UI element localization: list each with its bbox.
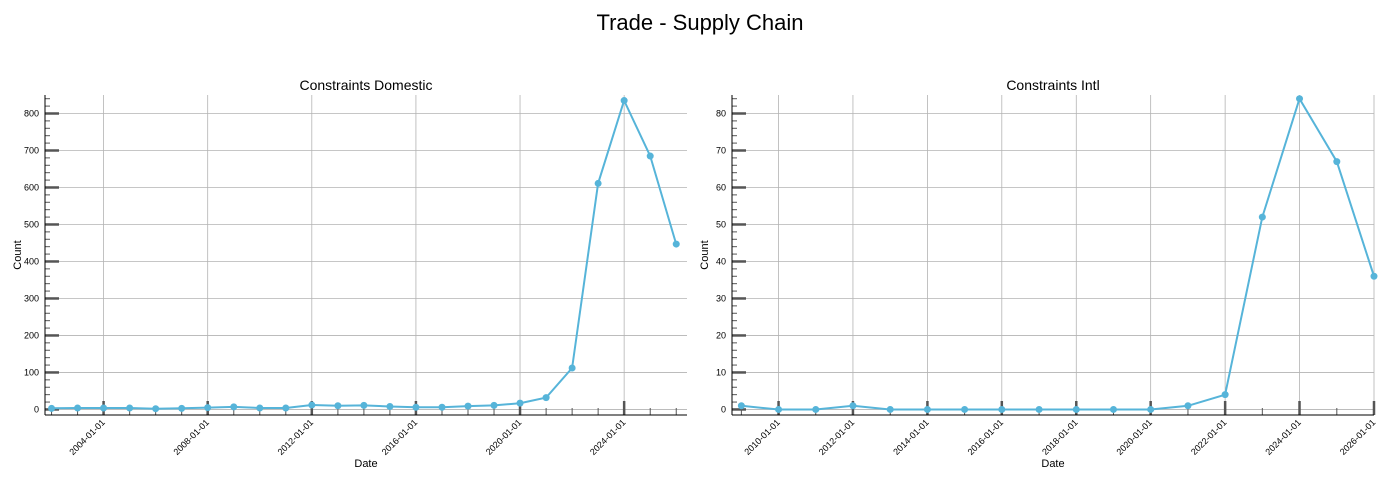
data-point — [74, 404, 82, 412]
x-tick-label: 2020-01-01 — [1114, 417, 1154, 457]
data-point — [464, 402, 472, 410]
data-point — [386, 402, 394, 410]
y-tick-label: 300 — [24, 293, 39, 303]
data-point — [923, 405, 931, 413]
data-point — [1184, 402, 1192, 410]
x-tick-label: 2024-01-01 — [1263, 417, 1303, 457]
y-tick-label: 600 — [24, 182, 39, 192]
data-point — [100, 404, 108, 412]
x-tick-label: 2008-01-01 — [171, 417, 211, 457]
data-point — [256, 404, 264, 412]
x-tick-label: 2026-01-01 — [1338, 417, 1378, 457]
data-point — [412, 403, 420, 411]
x-axis-label: Date — [1041, 458, 1064, 470]
y-tick-label: 10 — [716, 367, 726, 377]
y-axis-label: Count — [12, 240, 24, 269]
x-tick-label: 2012-01-01 — [276, 417, 316, 457]
chart-panel-constraints-intl: 0 10 20 30 40 50 60 70 80 2010-01-01 2012-01-01 201… — [699, 77, 1378, 470]
x-tick-label: 2022-01-01 — [1189, 417, 1229, 457]
data-point — [48, 404, 56, 412]
data-point — [737, 402, 745, 410]
data-point — [1370, 272, 1378, 280]
data-point — [1333, 158, 1341, 166]
data-point — [438, 403, 446, 411]
data-point — [1147, 405, 1155, 413]
y-tick-label: 800 — [24, 108, 39, 118]
data-point — [516, 399, 524, 407]
data-point — [204, 404, 212, 412]
y-tick-label: 500 — [24, 219, 39, 229]
y-tick-label: 70 — [716, 145, 726, 155]
data-point — [620, 97, 628, 105]
data-point — [594, 179, 602, 187]
data-point — [672, 240, 680, 248]
y-axis-label: Count — [699, 240, 711, 269]
y-tick-label: 60 — [716, 182, 726, 192]
data-point — [886, 405, 894, 413]
data-point — [568, 364, 576, 372]
chart-panel-constraints-domestic: 0 100 200 300 400 500 600 700 800 2004-01-01 2008-… — [12, 77, 687, 470]
data-point — [849, 402, 857, 410]
panel-title: Constraints Domestic — [299, 77, 432, 93]
data-point — [1035, 405, 1043, 413]
y-tick-label: 20 — [716, 330, 726, 340]
data-point — [542, 394, 550, 402]
data-point — [998, 405, 1006, 413]
x-tick-label: 2012-01-01 — [817, 417, 857, 457]
panel-title: Constraints Intl — [1006, 77, 1099, 93]
x-tick-label: 2024-01-01 — [588, 417, 628, 457]
y-tick-label: 200 — [24, 330, 39, 340]
data-point — [1072, 405, 1080, 413]
data-point — [812, 405, 820, 413]
data-point — [1258, 213, 1266, 221]
y-tick-label: 0 — [721, 404, 726, 414]
data-point — [126, 404, 134, 412]
x-tick-label: 2016-01-01 — [966, 417, 1006, 457]
data-point — [282, 404, 290, 412]
y-tick-label: 100 — [24, 367, 39, 377]
x-axis-label: Date — [354, 458, 377, 470]
x-tick-label: 2014-01-01 — [891, 417, 931, 457]
data-point — [1109, 405, 1117, 413]
y-tick-label: 40 — [716, 256, 726, 266]
data-point — [152, 405, 160, 413]
series-line — [51, 97, 678, 410]
y-tick-label: 700 — [24, 145, 39, 155]
data-point — [360, 401, 368, 409]
data-point — [230, 403, 238, 411]
series-line — [741, 96, 1375, 411]
y-tick-label: 0 — [34, 404, 39, 414]
y-tick-label: 80 — [716, 108, 726, 118]
x-tick-label: 2004-01-01 — [67, 417, 107, 457]
y-tick-label: 30 — [716, 293, 726, 303]
figure-title: Trade - Supply Chain — [596, 10, 804, 35]
y-tick-label: 50 — [716, 219, 726, 229]
data-point — [775, 405, 783, 413]
x-tick-label: 2020-01-01 — [484, 417, 524, 457]
x-tick-label: 2018-01-01 — [1040, 417, 1080, 457]
data-point — [490, 401, 498, 409]
data-point — [178, 404, 186, 412]
data-point — [646, 152, 654, 160]
y-tick-label: 400 — [24, 256, 39, 266]
data-point — [961, 405, 969, 413]
x-tick-label: 2010-01-01 — [742, 417, 782, 457]
data-point — [1221, 391, 1229, 399]
x-tick-label: 2016-01-01 — [380, 417, 420, 457]
data-point — [1296, 95, 1304, 103]
data-point — [334, 402, 342, 410]
data-point — [308, 401, 316, 409]
